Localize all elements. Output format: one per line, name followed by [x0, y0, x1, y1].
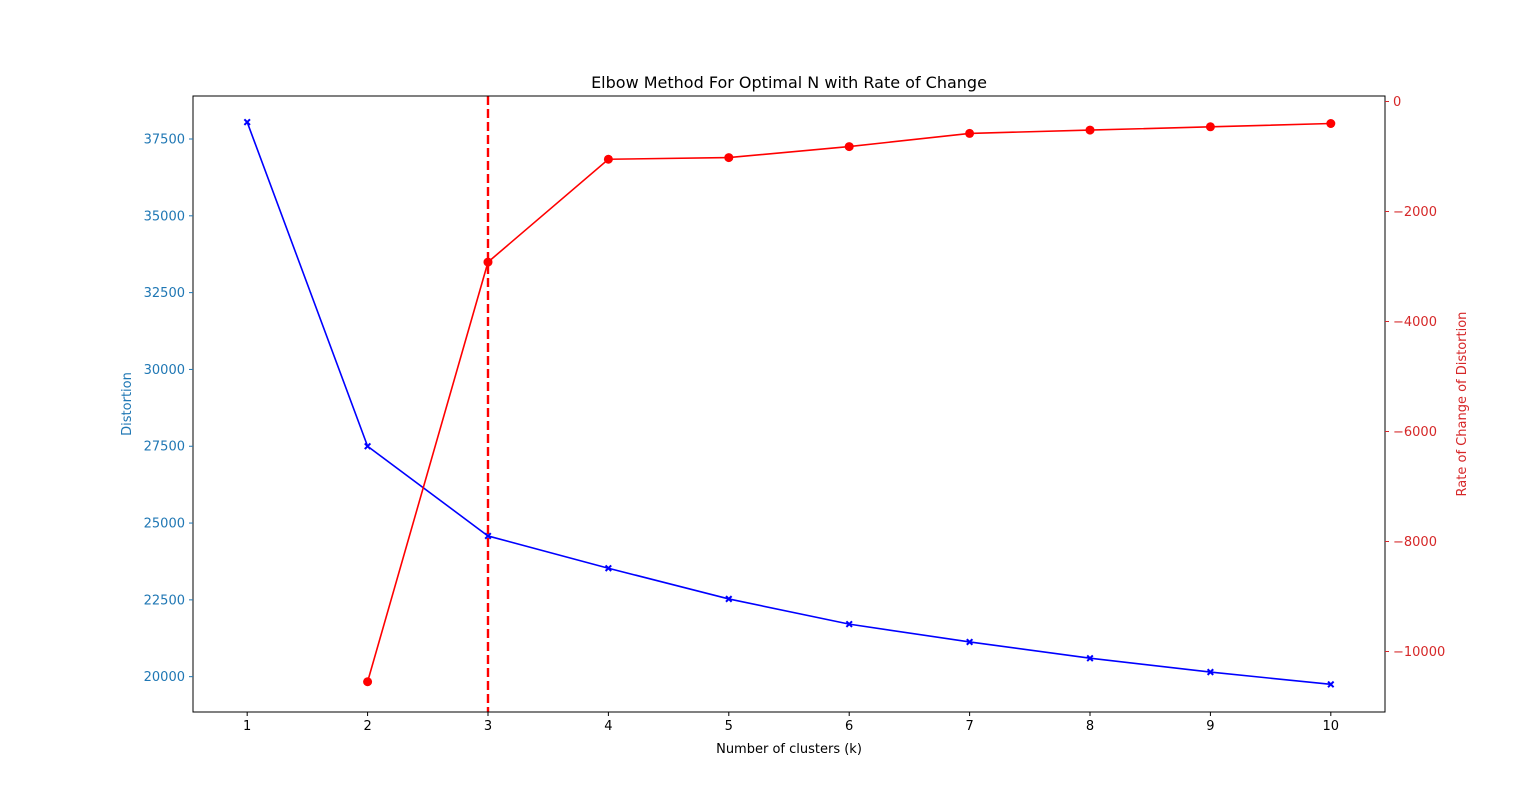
distortion-point-marker: [604, 564, 612, 572]
rate-of-change-point-marker: [483, 257, 493, 267]
rate-of-change-point-marker: [363, 677, 373, 687]
y-right-tick-label: −2000: [1393, 205, 1437, 220]
plot-area: [243, 96, 1336, 712]
distortion-point-marker: [1206, 668, 1214, 676]
y-right-tick-label: −6000: [1393, 425, 1437, 440]
y-left-tick-label: 32500: [144, 286, 185, 301]
x-tick-label: 10: [1323, 719, 1340, 734]
x-tick-label: 7: [965, 719, 973, 734]
chart-title: Elbow Method For Optimal N with Rate of …: [591, 73, 987, 92]
y-axis-right-label: Rate of Change of Distortion: [1455, 312, 1470, 497]
y-right-tick-label: −8000: [1393, 535, 1437, 550]
y-axis-left-label: Distortion: [120, 372, 135, 436]
rate-of-change-point-marker: [724, 153, 734, 163]
y-left-tick-label: 37500: [144, 133, 185, 148]
x-axis-label: Number of clusters (k): [716, 742, 862, 757]
y-left-tick-label: 20000: [144, 670, 185, 685]
rate-of-change-point-marker: [1326, 119, 1336, 128]
distortion-point-marker: [364, 442, 372, 450]
distortion-point-marker: [1327, 680, 1335, 688]
x-tick-label: 2: [363, 719, 371, 734]
rate-of-change-point-marker: [1205, 122, 1215, 132]
y-left-tick-label: 25000: [144, 517, 185, 532]
x-tick-label: 1: [243, 719, 251, 734]
distortion-point-marker: [1086, 654, 1094, 662]
x-tick-label: 4: [604, 719, 612, 734]
x-tick-label: 3: [484, 719, 492, 734]
y-axis-left: 20000 22500 25000 27500 30000 32500 35000 37500: [144, 133, 193, 685]
distortion-point-marker: [725, 595, 733, 603]
x-tick-label: 8: [1086, 719, 1094, 734]
x-axis: 1 2 3 4 5 6 7 8 9 10: [243, 712, 1339, 734]
distortion-series-line: [246, 121, 1331, 686]
rate-of-change-point-marker: [1085, 125, 1095, 135]
y-left-tick-label: 27500: [144, 440, 185, 455]
distortion-point-marker: [484, 532, 492, 540]
y-right-tick-label: −4000: [1393, 315, 1437, 330]
y-left-tick-label: 35000: [144, 209, 185, 224]
y-left-tick-label: 30000: [144, 363, 185, 378]
distortion-point-marker: [845, 620, 853, 628]
y-axis-right: 0 −2000 −4000 −6000 −8000 −10000: [1385, 95, 1445, 660]
rate-of-change-point-marker: [965, 128, 975, 138]
y-left-tick-label: 22500: [144, 593, 185, 608]
rate-of-change-point-marker: [603, 154, 613, 164]
x-tick-label: 9: [1206, 719, 1214, 734]
y-right-tick-label: −10000: [1393, 645, 1445, 660]
x-tick-label: 5: [725, 719, 733, 734]
x-tick-label: 6: [845, 719, 853, 734]
distortion-point-marker: [966, 638, 974, 646]
y-right-tick-label: 0: [1393, 95, 1401, 110]
plot-frame: [192, 95, 1386, 713]
rate-of-change-point-marker: [844, 142, 854, 152]
distortion-point-marker: [243, 118, 251, 126]
